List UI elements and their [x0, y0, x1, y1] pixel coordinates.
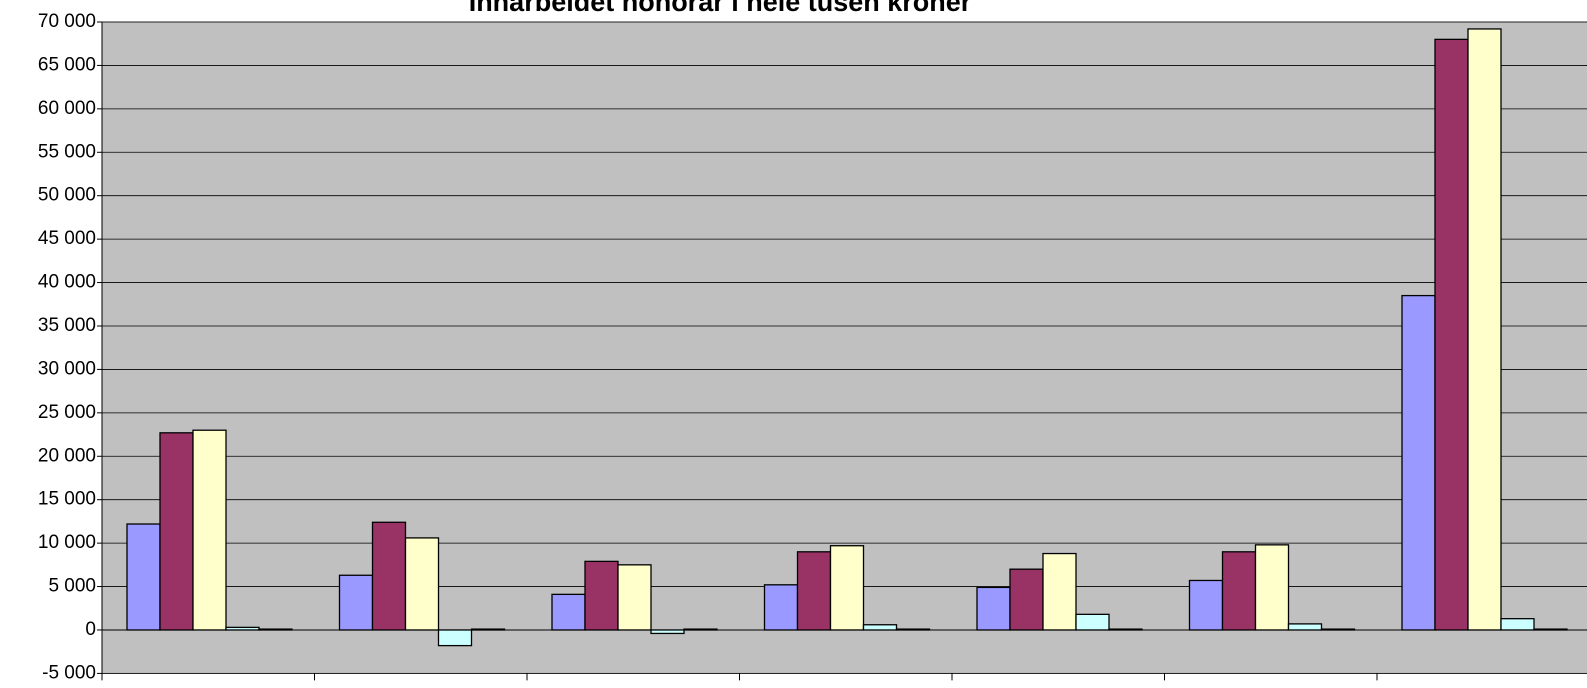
y-tick-label: 40 000 — [38, 272, 96, 293]
y-tick-label: 30 000 — [38, 358, 96, 379]
bar — [584, 560, 619, 631]
y-tick-label: 45 000 — [38, 228, 96, 249]
y-tick-label: 35 000 — [38, 315, 96, 336]
bar — [862, 624, 898, 631]
bar — [338, 574, 374, 631]
y-tick-label: -5 000 — [42, 662, 96, 683]
bar — [404, 537, 440, 631]
bar — [1188, 579, 1224, 631]
bar — [437, 629, 473, 647]
y-tick-label: 25 000 — [38, 402, 96, 423]
bar — [126, 523, 161, 631]
bar — [763, 584, 799, 631]
y-tick-label: 10 000 — [38, 532, 96, 553]
y-tick-label: 0 — [85, 619, 96, 640]
bar — [1467, 28, 1502, 631]
y-tick-label: 60 000 — [38, 98, 96, 119]
bar — [192, 429, 227, 631]
bar — [1434, 38, 1469, 631]
bar — [159, 432, 194, 631]
y-tick-label: 55 000 — [38, 141, 96, 162]
bar — [1500, 618, 1535, 631]
bar — [1221, 551, 1257, 631]
bar — [1075, 613, 1110, 631]
bar — [796, 551, 832, 631]
y-tick-label: 5 000 — [48, 576, 96, 597]
y-tick-label: 15 000 — [38, 489, 96, 510]
bar — [650, 629, 685, 635]
y-tick-label: 20 000 — [38, 445, 96, 466]
bar — [1401, 294, 1436, 631]
y-tick-label: 50 000 — [38, 185, 96, 206]
bar — [829, 545, 865, 631]
bar — [1254, 544, 1290, 631]
bar — [617, 564, 652, 631]
y-tick-label: 65 000 — [38, 54, 96, 75]
bar — [371, 521, 407, 631]
bar — [1009, 568, 1044, 631]
bar — [551, 593, 586, 631]
y-tick-label: 70 000 — [38, 11, 96, 32]
bar — [1042, 552, 1077, 631]
chart-title: Innarbeidet honorar i hele tusen kroner — [469, 0, 972, 17]
bar — [1287, 623, 1323, 631]
bar — [976, 586, 1011, 631]
